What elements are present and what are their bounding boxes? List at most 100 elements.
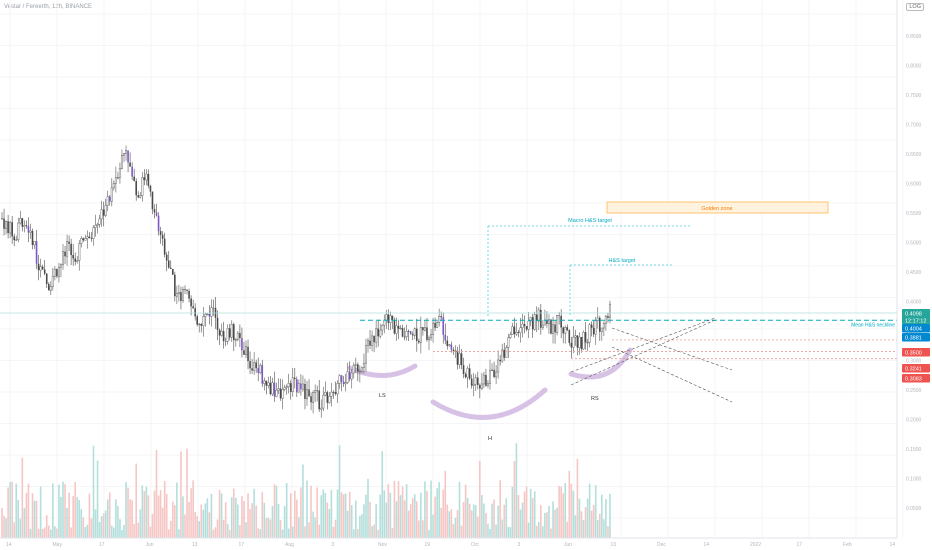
volume-bar <box>70 527 72 538</box>
candle-body <box>98 218 101 225</box>
volume-bar <box>261 492 264 538</box>
candle-body <box>566 327 569 331</box>
candle-body <box>552 324 555 334</box>
price-tag-label: 0.4098 <box>905 311 922 317</box>
volume-bar <box>521 502 524 538</box>
candle-body <box>163 238 166 255</box>
volume-bar <box>395 501 398 538</box>
candle-body <box>145 173 148 181</box>
candle-body <box>367 340 370 346</box>
volume-bar <box>393 480 396 538</box>
candles <box>1 145 611 418</box>
candle-body <box>153 209 156 213</box>
candle-body <box>535 314 538 322</box>
price-tick-label: 0.5500 <box>906 211 922 217</box>
candle-body <box>352 364 355 374</box>
volume-bar <box>458 481 461 538</box>
macro-target-label: Macro H&S target <box>568 218 612 224</box>
price-tick-label: 0.3000 <box>906 359 922 365</box>
candle-body <box>226 328 229 342</box>
volume-bar <box>336 489 339 538</box>
candle-body <box>19 218 22 224</box>
candle-body <box>96 224 99 226</box>
volume-bar <box>100 516 103 538</box>
candle-body <box>125 150 128 154</box>
volume-bar <box>466 497 469 538</box>
volume-bar <box>442 489 445 538</box>
candle-body <box>395 325 398 334</box>
price-tag-label: 0.3241 <box>905 366 922 372</box>
candle-body <box>320 407 323 410</box>
candle-body <box>405 331 408 338</box>
volume-bar <box>39 486 42 538</box>
price-tag <box>902 316 930 325</box>
volume-bar <box>82 517 85 538</box>
candle-body <box>314 390 317 393</box>
candle-body <box>190 298 192 307</box>
candle-body <box>422 327 424 331</box>
candle-body <box>297 383 300 393</box>
candle-body <box>389 315 392 324</box>
candle-body <box>82 238 85 241</box>
candle-body <box>204 313 207 317</box>
candle-body <box>234 339 237 341</box>
volume-bar <box>342 494 345 538</box>
candle-body <box>120 154 123 169</box>
volume-bar <box>147 495 150 538</box>
volume-bar <box>104 510 107 538</box>
candle-body <box>584 332 587 343</box>
candle-body <box>35 241 38 264</box>
volume-bar <box>596 520 599 538</box>
overlays: Mean H&S neckline Macro H&S target H&S tar… <box>0 201 897 442</box>
volume-bar <box>535 525 538 538</box>
volume-bar <box>328 509 331 538</box>
volume-bar <box>50 529 52 538</box>
candle-body <box>253 362 256 371</box>
volume-bar <box>312 511 314 538</box>
candle-body <box>84 238 87 241</box>
candle-body <box>426 327 428 340</box>
volume-bar <box>418 520 420 538</box>
candle-body <box>27 225 30 233</box>
volume-bar <box>474 505 477 538</box>
volume-bar <box>72 496 74 538</box>
volume-bar <box>222 519 225 538</box>
volume-bar <box>196 516 198 538</box>
candle-body <box>7 221 9 233</box>
candle-body <box>212 307 215 309</box>
candle-body <box>188 290 190 299</box>
candle-body <box>133 176 135 182</box>
candle-body <box>607 316 609 318</box>
volume-bar <box>224 502 227 538</box>
volume-bar <box>446 504 449 538</box>
candle-body <box>3 218 5 229</box>
candle-body <box>513 326 516 335</box>
volume-bar <box>133 523 135 538</box>
candle-body <box>11 222 13 237</box>
volume-bar <box>601 494 603 538</box>
candle-body <box>509 334 512 338</box>
candle-body <box>444 334 447 341</box>
candle-body <box>547 319 550 325</box>
log-scale-button[interactable]: LOG <box>906 3 924 11</box>
candle-body <box>202 316 205 327</box>
candle-body <box>375 328 378 343</box>
candle-body <box>49 286 52 291</box>
candle-body <box>489 370 492 384</box>
time-tick-label: 17 <box>797 542 803 548</box>
candle-body <box>180 292 182 301</box>
time-tick-label: 13 <box>192 542 198 548</box>
time-tick-label: 17 <box>239 542 245 548</box>
volume-bar <box>265 517 268 538</box>
volume-bar <box>556 507 558 538</box>
candle-body <box>336 383 339 395</box>
volume-bar <box>609 493 611 538</box>
volume-bar <box>119 519 121 538</box>
candle-body <box>208 313 211 317</box>
volume-bar <box>184 514 186 538</box>
volume-bar <box>243 501 245 538</box>
volume-bar <box>464 484 467 538</box>
volume-bar <box>409 504 412 538</box>
volume-bar <box>487 523 489 538</box>
